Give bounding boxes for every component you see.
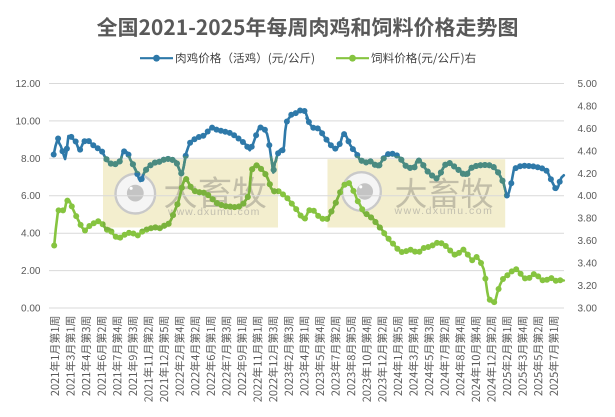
svg-text:4.80: 4.80	[578, 102, 598, 113]
svg-text:8.00: 8.00	[21, 154, 41, 165]
svg-text:3.80: 3.80	[578, 214, 598, 225]
svg-text:4.60: 4.60	[578, 124, 598, 135]
svg-text:4.00: 4.00	[578, 191, 598, 202]
svg-text:6.00: 6.00	[21, 191, 41, 202]
svg-text:www.dxumu.com: www.dxumu.com	[394, 205, 494, 217]
svg-text:5.00: 5.00	[578, 79, 598, 90]
svg-text:12.00: 12.00	[15, 79, 40, 90]
svg-text:3.00: 3.00	[578, 304, 598, 315]
svg-text:www.dxumu.com: www.dxumu.com	[167, 206, 260, 218]
svg-text:3.40: 3.40	[578, 259, 598, 270]
svg-text:0.00: 0.00	[21, 304, 41, 315]
svg-text:4.00: 4.00	[21, 229, 41, 240]
svg-text:3.20: 3.20	[578, 281, 598, 292]
svg-text:3.60: 3.60	[578, 236, 598, 247]
svg-text:2.00: 2.00	[21, 266, 41, 277]
svg-text:4.20: 4.20	[578, 169, 598, 180]
svg-text:10.00: 10.00	[15, 116, 40, 127]
svg-text:4.40: 4.40	[578, 146, 598, 157]
